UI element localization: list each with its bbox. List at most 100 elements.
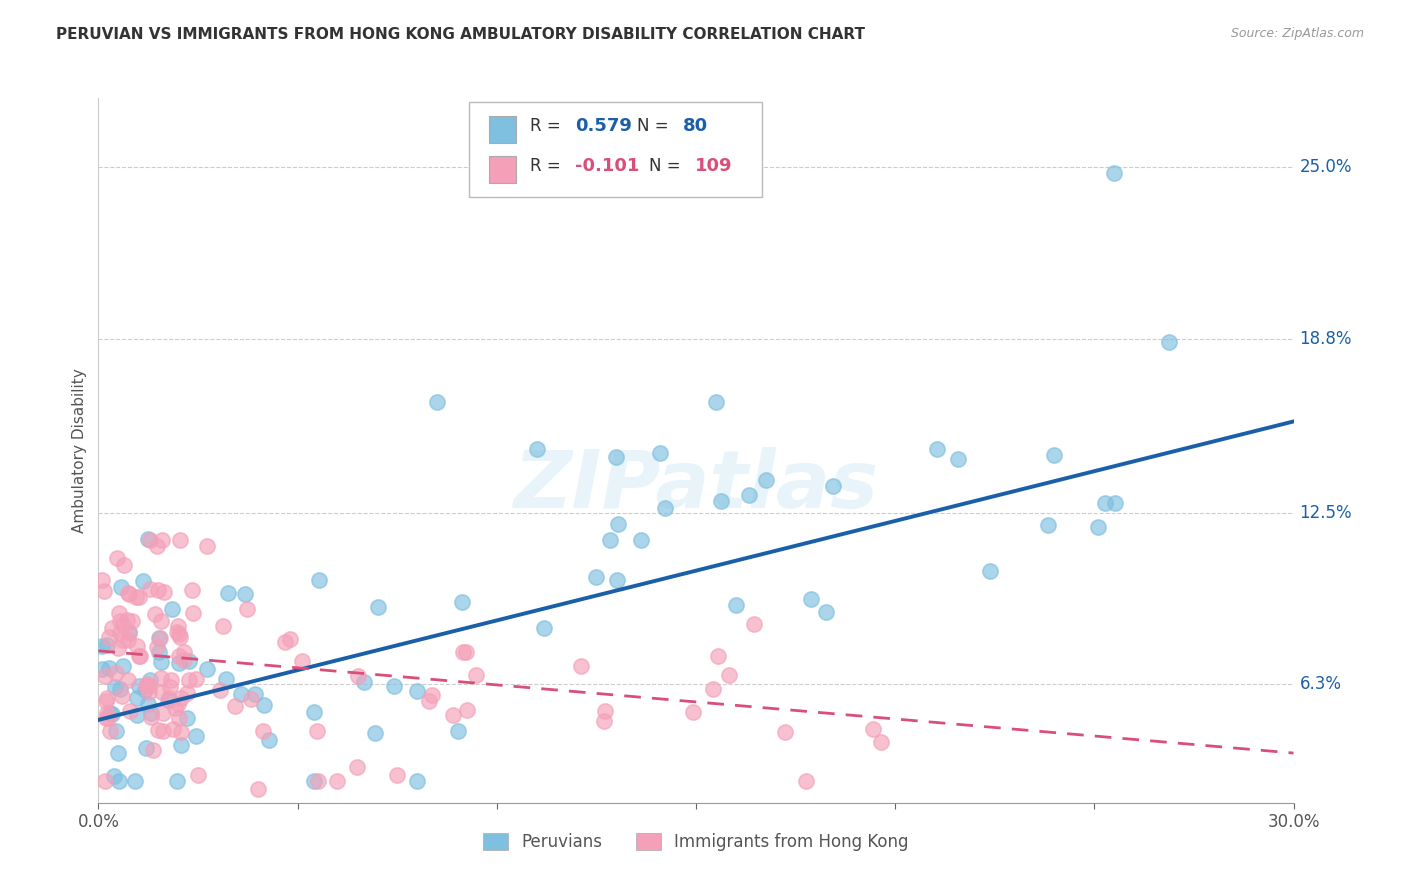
Point xyxy=(142,743,165,757)
Point xyxy=(148,645,170,659)
Point xyxy=(162,722,184,736)
Point xyxy=(118,625,141,640)
Point xyxy=(347,669,370,683)
Point xyxy=(152,724,174,739)
Point xyxy=(946,452,969,467)
Point xyxy=(718,667,741,681)
Point xyxy=(648,446,671,460)
Text: Source: ZipAtlas.com: Source: ZipAtlas.com xyxy=(1230,27,1364,40)
Y-axis label: Ambulatory Disability: Ambulatory Disability xyxy=(72,368,87,533)
Point xyxy=(108,614,131,628)
Point xyxy=(426,395,449,409)
Point xyxy=(94,669,117,683)
Point xyxy=(367,599,389,614)
Point xyxy=(100,621,122,635)
Point xyxy=(447,723,470,738)
Point xyxy=(125,708,148,723)
Point xyxy=(169,711,191,725)
Point xyxy=(274,634,297,648)
Point xyxy=(98,661,121,675)
Point xyxy=(107,773,129,788)
Point xyxy=(118,587,141,601)
Point xyxy=(138,685,160,699)
Text: R =: R = xyxy=(530,157,565,175)
Point xyxy=(704,395,727,409)
Point xyxy=(243,687,266,701)
Point xyxy=(150,533,173,548)
Point xyxy=(135,740,157,755)
Point xyxy=(406,773,429,788)
Point xyxy=(707,649,730,664)
Point xyxy=(139,582,162,596)
Point xyxy=(170,738,193,752)
Point xyxy=(167,618,190,632)
Point xyxy=(385,768,409,782)
Point xyxy=(169,630,191,644)
Point xyxy=(127,690,149,705)
Point xyxy=(1036,518,1059,533)
Point xyxy=(605,450,627,465)
Point xyxy=(176,711,198,725)
Point xyxy=(149,632,172,646)
Point xyxy=(246,782,269,797)
Point xyxy=(592,714,614,729)
Point xyxy=(181,606,204,620)
FancyBboxPatch shape xyxy=(470,102,762,197)
Point xyxy=(150,684,173,698)
Point xyxy=(325,773,347,788)
Point xyxy=(111,659,134,673)
Point xyxy=(107,640,129,655)
Text: -0.101: -0.101 xyxy=(575,157,640,175)
Point xyxy=(101,707,124,722)
Point xyxy=(121,614,143,628)
Point xyxy=(108,606,131,620)
Point xyxy=(128,648,150,663)
Point xyxy=(117,586,139,600)
Point xyxy=(710,493,733,508)
Point xyxy=(738,487,761,501)
Text: 80: 80 xyxy=(683,118,709,136)
Point xyxy=(382,679,405,693)
Point xyxy=(607,517,630,532)
Point xyxy=(103,769,125,783)
Point xyxy=(181,583,204,598)
Point xyxy=(111,689,134,703)
Point xyxy=(125,590,148,604)
Point xyxy=(195,539,218,553)
Point xyxy=(606,573,628,587)
Point xyxy=(236,602,259,616)
Point xyxy=(166,624,188,639)
Bar xyxy=(489,156,516,183)
Point xyxy=(152,706,174,720)
Point xyxy=(187,768,209,782)
Point xyxy=(141,706,163,720)
Point xyxy=(724,598,747,612)
Point xyxy=(252,723,274,738)
Point xyxy=(150,656,173,670)
Point xyxy=(533,621,555,635)
Point xyxy=(167,656,190,670)
Point xyxy=(1094,496,1116,510)
Point xyxy=(257,733,280,747)
Point xyxy=(96,638,118,652)
Point xyxy=(146,640,169,654)
Point xyxy=(979,565,1001,579)
Bar xyxy=(489,116,516,143)
Point xyxy=(107,747,129,761)
Point xyxy=(406,684,429,698)
Point xyxy=(682,705,704,719)
Point xyxy=(823,478,845,492)
Point xyxy=(135,679,157,693)
Point xyxy=(208,683,231,698)
Point xyxy=(654,501,676,516)
Point xyxy=(93,583,115,598)
Point xyxy=(862,722,884,736)
Point xyxy=(124,773,146,788)
Text: 109: 109 xyxy=(695,157,733,175)
Point xyxy=(91,639,114,653)
Point xyxy=(176,686,198,700)
Point xyxy=(184,672,207,686)
Point xyxy=(177,654,200,668)
Text: 12.5%: 12.5% xyxy=(1299,504,1353,522)
Point xyxy=(233,587,256,601)
